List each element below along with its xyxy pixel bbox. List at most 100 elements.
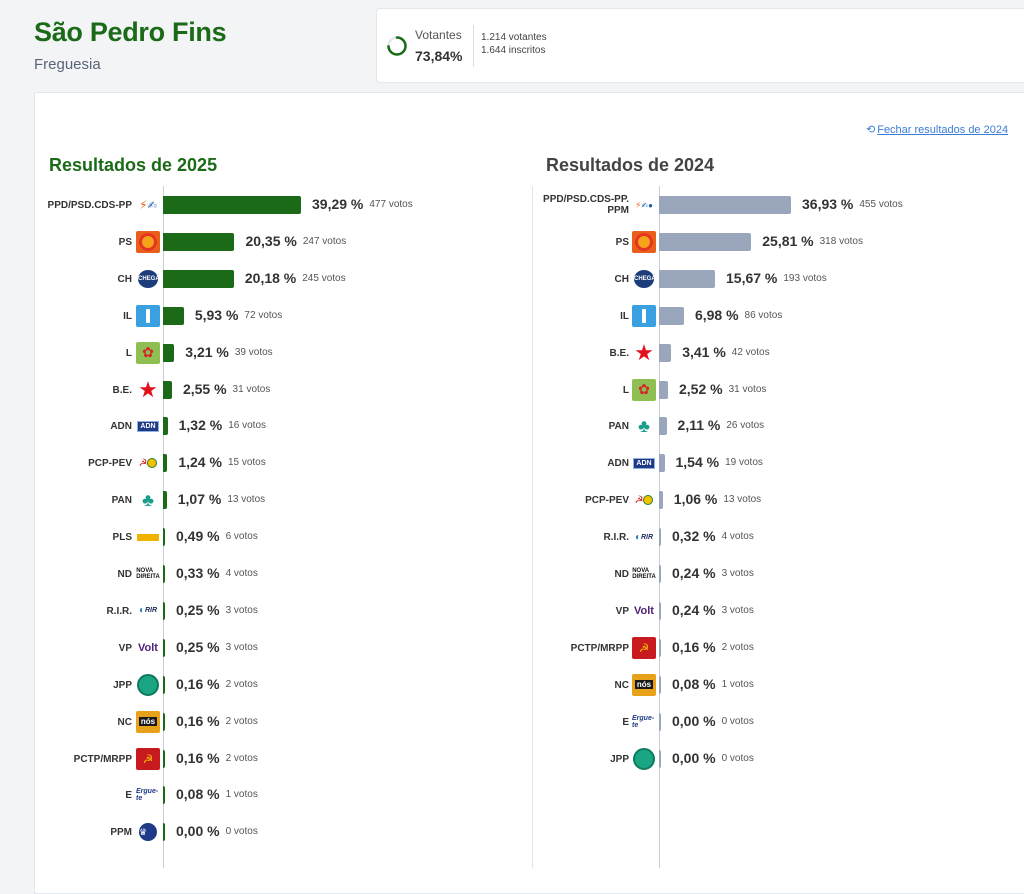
percent-label: 0,24 % <box>672 601 716 618</box>
results-2024-bar <box>659 491 663 510</box>
percent-label: 1,07 % <box>177 491 222 508</box>
ps-logo <box>136 230 160 253</box>
results-2024-bar <box>659 712 661 731</box>
livre-logo: ✿ <box>632 378 656 401</box>
close-2024-results-label: Fechar resultados de 2024 <box>877 124 1009 136</box>
party-label: ND <box>614 569 629 580</box>
percent-label: 25,81 % <box>762 232 814 249</box>
ppd-cds-logo: ⚡ ✍ <box>136 194 160 216</box>
axis-2024 <box>659 186 660 868</box>
votes-label: 1 votos <box>721 678 754 690</box>
votes-label: 13 votos <box>723 494 762 506</box>
party-label: PPD/PSD.CDS-PP <box>47 200 132 211</box>
percent-label: 0,24 % <box>672 565 716 581</box>
nos-logo: nós <box>632 673 656 696</box>
results-2025-bar <box>163 675 165 694</box>
ergue-te-logo: Ergue-te <box>136 784 160 807</box>
percent-label: 2,11 % <box>677 417 721 434</box>
votes-label: 16 votos <box>228 420 267 432</box>
party-label: PCP-PEV <box>88 458 132 470</box>
results-2025-bar <box>163 565 165 583</box>
votes-label: 318 votos <box>819 235 863 247</box>
party-label: IL <box>123 310 132 322</box>
results-2024-bar <box>659 601 661 620</box>
results-2024-bar <box>659 454 665 473</box>
ch-logo: CHEGA <box>632 267 656 290</box>
results-2024-bar <box>659 565 661 583</box>
party-label: VP <box>118 642 132 654</box>
percent-label: 36,93 % <box>802 196 854 212</box>
axis-2025 <box>163 186 164 868</box>
pcp-pev-logo: ☭ <box>632 489 656 512</box>
party-label: ADN <box>110 421 132 433</box>
results-2024-bar <box>659 638 661 657</box>
close-2024-results-link[interactable]: ⟲ Fechar resultados de 2024 <box>866 123 1008 136</box>
results-2024-bar <box>659 417 667 436</box>
results-2024-bar <box>659 343 672 362</box>
party-label: ADN <box>607 458 629 470</box>
party-label: PLS <box>112 532 132 544</box>
votes-label: 86 votos <box>744 309 783 321</box>
percent-label: 0,25 % <box>176 638 220 655</box>
party-label: JPP <box>610 753 629 765</box>
votes-label: 39 votos <box>234 346 273 358</box>
results-2024-bar <box>659 528 661 547</box>
votes-label: 42 votos <box>731 346 770 358</box>
percent-label: 2,55 % <box>182 380 227 397</box>
votes-label: 2 votos <box>225 715 258 727</box>
pctp-logo: ☭ <box>136 747 160 770</box>
percent-label: 0,16 % <box>672 638 716 655</box>
votes-label: 4 votos <box>721 531 754 543</box>
results-2025-bar <box>163 786 165 805</box>
adn-logo: ADN <box>632 452 656 475</box>
results-2024-bar <box>659 269 715 288</box>
party-label: R.I.R. <box>603 532 629 544</box>
votes-label: 13 votos <box>227 494 266 506</box>
turnout-registered: 1.644 inscritos <box>481 45 546 56</box>
votes-label: 15 votos <box>227 457 266 469</box>
votes-label: 31 votos <box>728 383 767 395</box>
results-2024-title: Resultados de 2024 <box>546 155 715 175</box>
votes-label: 0 votos <box>225 826 258 838</box>
results-2025-title: Resultados de 2025 <box>49 155 218 175</box>
percent-label: 0,16 % <box>176 749 220 766</box>
party-label: NC <box>614 679 629 691</box>
votes-label: 2 votos <box>225 752 258 764</box>
results-2025-bar <box>163 196 301 214</box>
party-label: VP <box>615 605 629 617</box>
party-label: L <box>622 384 629 396</box>
percent-label: 15,67 % <box>726 269 778 286</box>
ergue-te-logo: Ergue-te <box>632 710 656 733</box>
party-label: PCP-PEV <box>585 495 629 507</box>
pls-logo <box>136 526 160 549</box>
results-2024-bar <box>659 380 668 399</box>
percent-label: 1,54 % <box>675 454 720 471</box>
ad-logo: ⚡ ✍● <box>632 194 656 216</box>
percent-label: 3,21 % <box>185 343 229 360</box>
results-2024-bar <box>659 749 661 768</box>
results-2025-bar <box>163 232 235 251</box>
percent-label: 0,00 % <box>176 823 220 840</box>
ps-logo <box>632 230 656 253</box>
percent-label: 1,32 % <box>178 417 223 434</box>
party-label: B.E. <box>609 347 629 359</box>
be-logo: ★ <box>632 341 656 364</box>
results-2025-bar <box>163 749 165 768</box>
percent-label: 0,25 % <box>176 601 220 618</box>
percent-label: 3,41 % <box>682 343 726 360</box>
party-label: NC <box>117 716 132 728</box>
page-header: São Pedro Fins <box>34 17 227 48</box>
results-2025-bar <box>163 638 165 657</box>
pcp-pev-logo: ☭ <box>136 452 160 475</box>
livre-logo: ✿ <box>136 341 160 364</box>
nd-logo: NOVA DIREITA <box>632 563 656 585</box>
column-divider <box>532 186 533 868</box>
party-label: PS <box>615 236 629 248</box>
volt-logo: Volt <box>136 636 160 659</box>
party-label: PPD/PSD.CDS-PP.PPM <box>543 194 629 216</box>
votes-label: 0 votos <box>721 752 754 764</box>
place-name: São Pedro Fins <box>34 17 227 47</box>
percent-label: 1,06 % <box>673 491 718 508</box>
votes-label: 245 votos <box>302 272 346 284</box>
votes-label: 477 votos <box>369 199 413 210</box>
